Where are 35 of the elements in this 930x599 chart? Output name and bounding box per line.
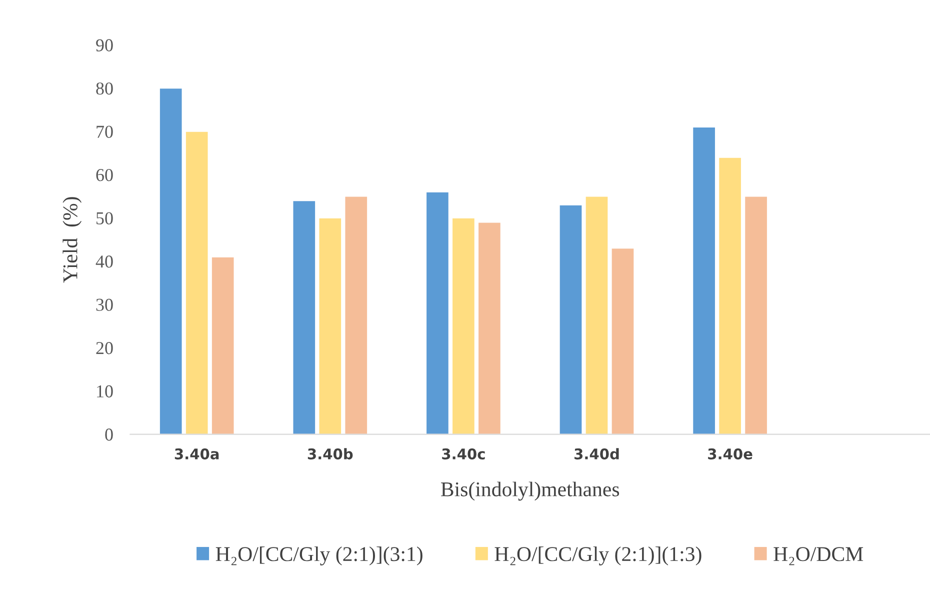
y-tick-label: 60 (96, 168, 113, 182)
x-tick-label: 3.40b (308, 448, 353, 460)
bar (159, 88, 183, 434)
bar (344, 196, 368, 434)
x-tick-label: 3.40c (442, 448, 485, 460)
y-tick-label: 0 (105, 428, 113, 441)
y-tick-label: 90 (96, 39, 113, 52)
y-tick-label: 80 (96, 82, 113, 95)
y-tick-label: 70 (96, 126, 113, 138)
legend-label: H₂O/[CC/Gly (2:1)](3:1) (216, 546, 422, 566)
bar (292, 200, 316, 434)
legend-label: H₂O/DCM (774, 547, 864, 566)
bar (318, 218, 342, 434)
y-tick-label: 50 (96, 212, 113, 224)
bar (478, 222, 502, 434)
legend-label: H₂O/[CC/Gly (2:1)](1:3) (494, 546, 702, 566)
bar (185, 131, 209, 434)
bar (426, 192, 450, 434)
y-tick-label: 20 (96, 342, 113, 354)
x-axis-title: Bis(indolyl)methanes (441, 482, 620, 501)
bar (211, 256, 235, 434)
y-tick-label: 10 (97, 385, 113, 398)
bar (452, 218, 476, 434)
x-tick-label: 3.40a (174, 448, 219, 460)
y-axis-title: Yield (%) (62, 197, 82, 283)
bar (559, 204, 583, 434)
bar (744, 196, 768, 434)
bar (718, 156, 742, 434)
bar (692, 126, 716, 434)
bar (585, 196, 608, 434)
y-tick-label: 40 (96, 255, 113, 268)
bar (610, 248, 634, 434)
x-tick-label: 3.40e (708, 448, 752, 460)
y-tick-label: 30 (96, 298, 113, 311)
x-tick-label: 3.40d (574, 448, 619, 460)
